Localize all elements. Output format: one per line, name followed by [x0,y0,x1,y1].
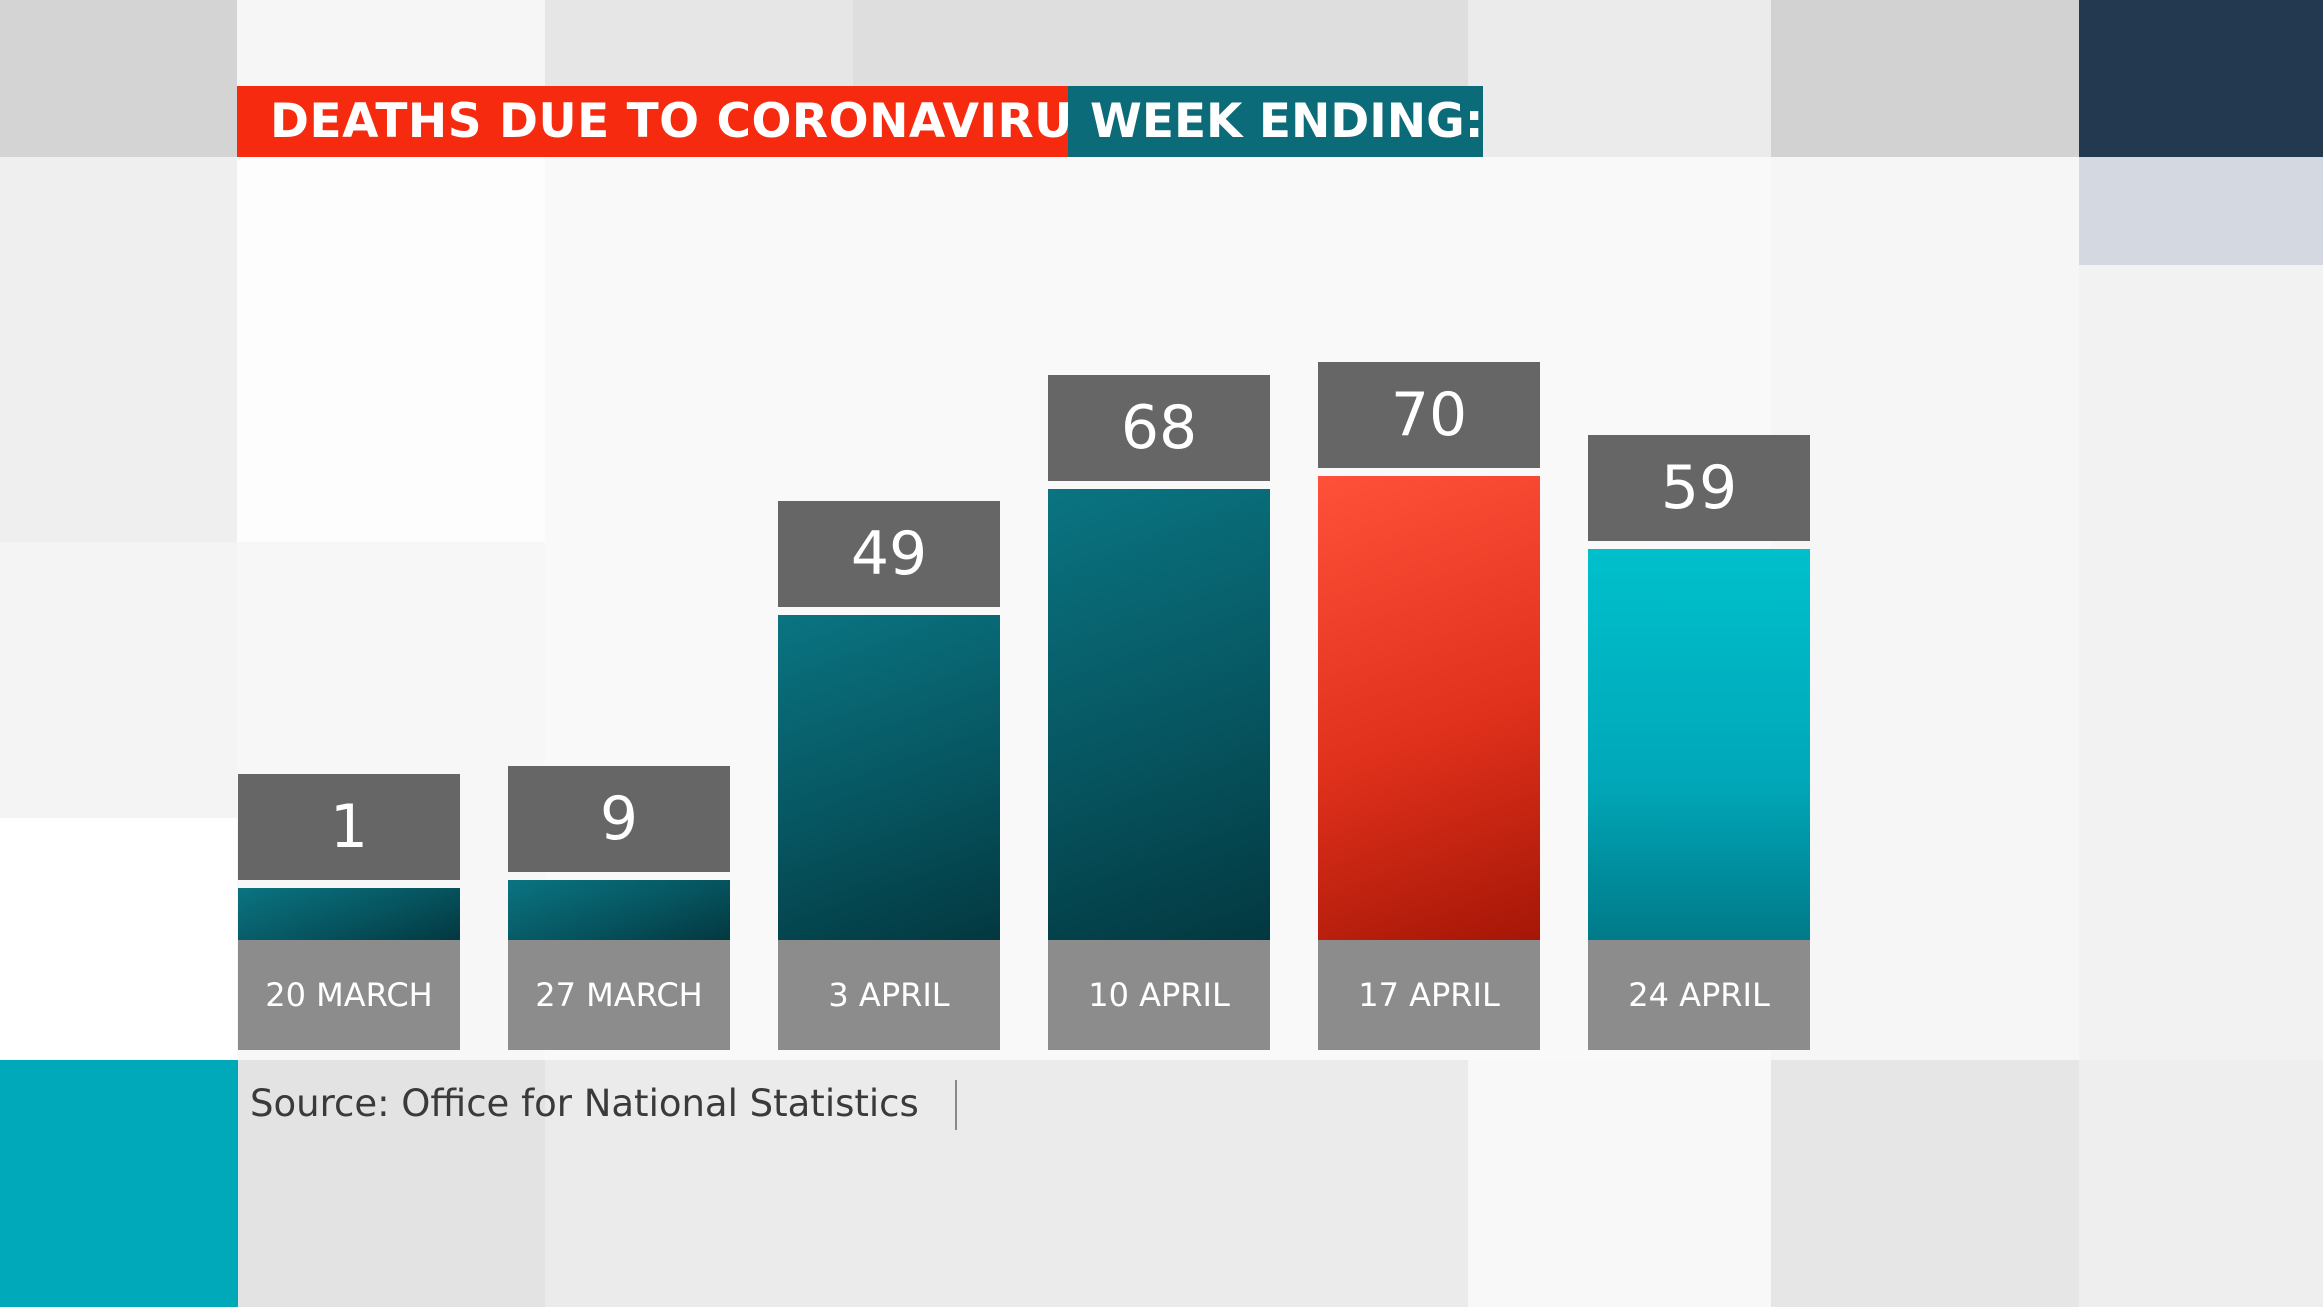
source-divider [955,1080,957,1130]
category-label: 3 APRIL [778,940,1000,1050]
bar [508,880,730,940]
bg-tile [545,1060,1468,1307]
source-note: Source: Office for National Statistics [250,1081,919,1125]
category-label: 24 APRIL [1588,940,1810,1050]
bg-tile [238,1060,545,1307]
chart-title-bar: DEATHS DUE TO CORONAVIRUS WEEK ENDING: [237,86,1484,157]
bg-tile [2079,0,2323,157]
bg-tile [1771,157,2079,1060]
bg-tile [1468,0,1771,157]
chart-subtitle: WEEK ENDING: [1068,86,1484,157]
bg-tile [0,542,237,818]
bar-value-label: 1 [238,774,460,880]
category-label: 17 APRIL [1318,940,1540,1050]
bar [1048,489,1270,940]
bg-tile [1771,0,2079,157]
bar-value-label: 59 [1588,434,1810,541]
bar [1318,475,1540,940]
category-label: 10 APRIL [1048,940,1270,1050]
bg-tile [2079,1060,2323,1307]
bg-tile [2079,157,2323,265]
category-label: 27 MARCH [508,940,730,1050]
bg-tile [0,157,237,542]
bg-tile [1771,1060,2079,1307]
bar-value-label: 68 [1048,375,1270,482]
category-label: 20 MARCH [238,940,460,1050]
bg-tile [0,0,237,157]
bg-tile [853,0,1468,86]
bar-value-label: 49 [778,501,1000,608]
bg-tile [545,0,853,86]
bar [778,615,1000,940]
bg-tile [0,1060,238,1307]
bg-tile [237,0,545,86]
bar [238,888,460,940]
bar-value-label: 70 [1318,361,1540,468]
bg-tile [1468,1060,1771,1307]
bar-value-label: 9 [508,766,730,873]
bg-tile [237,157,545,542]
chart-title: DEATHS DUE TO CORONAVIRUS [237,86,1107,157]
bar [1588,548,1810,940]
bg-tile [0,818,237,1060]
bg-tile [2079,265,2323,1060]
